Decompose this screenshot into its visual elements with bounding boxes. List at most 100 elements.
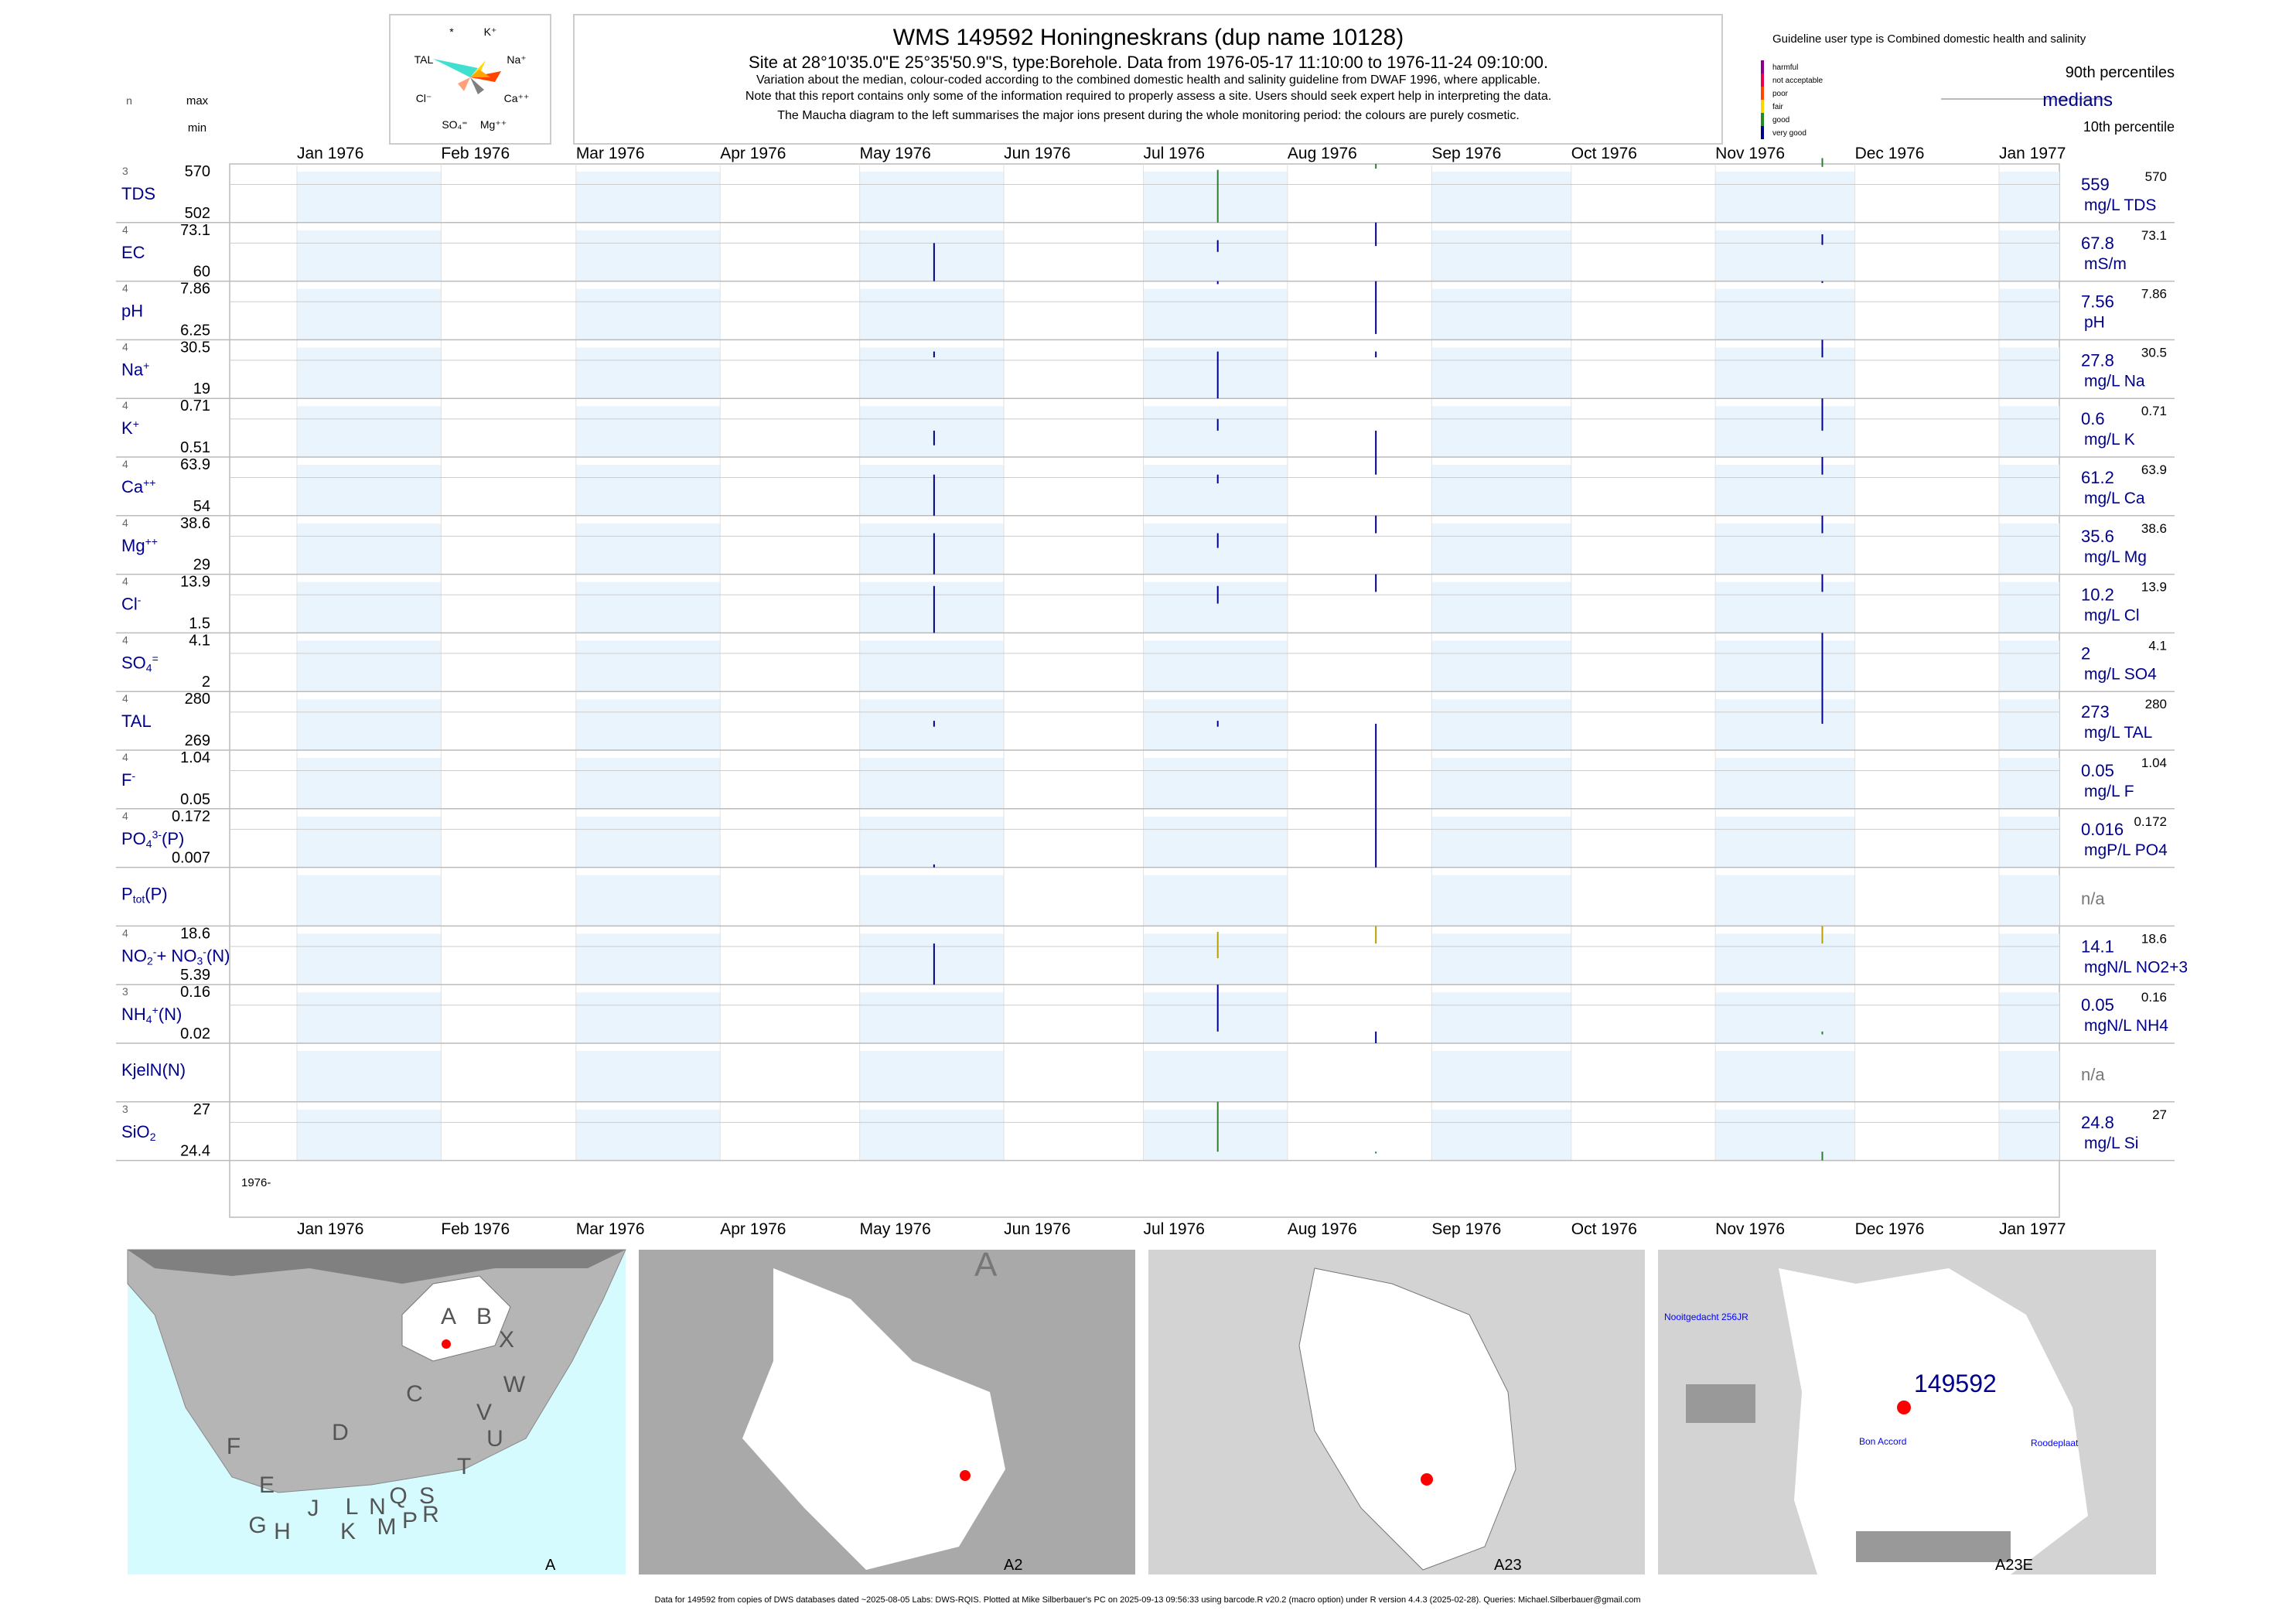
maucha-label: SO₄⁼	[442, 118, 467, 131]
row-min: 0.51	[180, 439, 210, 456]
month-band	[859, 582, 1005, 633]
month-band	[1431, 875, 1571, 926]
label-part: Ca	[121, 477, 144, 496]
month-band	[1999, 1109, 2059, 1161]
row-unit: mg/L TAL	[2084, 724, 2152, 742]
month-band	[1143, 288, 1288, 340]
map-site: 149592	[1914, 1370, 1997, 1397]
label-part: 4	[146, 838, 152, 850]
map-letter: D	[332, 1420, 349, 1445]
row-label: Ca++	[121, 476, 155, 496]
row-unit: mgP/L PO4	[2084, 841, 2168, 859]
row-n: 4	[122, 751, 128, 763]
month-band	[1715, 816, 1855, 868]
row-max: 73.1	[180, 222, 210, 239]
legend-class: harmful	[1772, 63, 1798, 72]
month-band	[1431, 172, 1571, 223]
month-band	[1715, 758, 1855, 809]
row-label: SiO2	[121, 1122, 156, 1143]
month-band	[1143, 640, 1288, 692]
month-band	[1999, 288, 2059, 340]
row-n: 4	[122, 633, 128, 646]
month-band	[1715, 288, 1855, 340]
month-band	[1431, 816, 1571, 868]
header-box	[573, 14, 1723, 145]
row-max: 13.9	[180, 574, 210, 591]
month-band	[1143, 1109, 1288, 1161]
row-min: 19	[193, 380, 210, 397]
row-median: 0.016	[2081, 820, 2124, 839]
maucha-label: TAL	[415, 53, 434, 66]
map-letter: F	[227, 1434, 241, 1459]
month-band	[859, 406, 1005, 457]
month-band	[575, 992, 721, 1043]
map-letter: T	[457, 1454, 471, 1479]
row-unit: mg/L Mg	[2084, 548, 2147, 566]
map-letter: A	[974, 1246, 998, 1284]
row-median: 0.05	[2081, 761, 2114, 780]
row-label: Na+	[121, 360, 149, 380]
month-band	[1431, 582, 1571, 633]
right-max: 1.04	[2141, 756, 2167, 770]
label-part: -	[138, 594, 142, 606]
row-n: 4	[122, 458, 128, 470]
month-label: May 1976	[860, 145, 931, 162]
month-band	[1715, 523, 1855, 575]
month-band	[297, 230, 442, 281]
month-band	[859, 523, 1005, 575]
map-letter: E	[259, 1472, 275, 1498]
row-n: 4	[122, 223, 128, 236]
label-part: =	[152, 653, 159, 665]
month-label: Jul 1976	[1143, 1220, 1204, 1238]
map-letter: K	[340, 1519, 356, 1544]
month-band	[297, 406, 442, 457]
month-label: Apr 1976	[720, 145, 786, 162]
month-band	[1143, 992, 1288, 1043]
month-band	[1431, 406, 1571, 457]
month-label: Aug 1976	[1288, 1220, 1357, 1238]
row-max: 27	[193, 1101, 210, 1118]
month-band	[297, 699, 442, 750]
row-median: 61.2	[2081, 468, 2114, 487]
month-band	[1143, 523, 1288, 575]
note: Note that this report contains only some…	[745, 90, 1551, 103]
row-min: 0.05	[180, 791, 210, 808]
row-unit: mgN/L NO2+3	[2084, 958, 2188, 976]
month-band	[1999, 172, 2059, 223]
row-median: 7.56	[2081, 292, 2114, 312]
row-median: 559	[2081, 175, 2110, 194]
month-band	[1999, 933, 2059, 985]
month-band	[297, 933, 442, 985]
label-part: (P)	[145, 885, 167, 904]
map-caption: A23E	[1995, 1557, 2033, 1574]
right-max: 38.6	[2141, 521, 2167, 536]
month-band	[575, 288, 721, 340]
row-median: 27.8	[2081, 350, 2114, 370]
row-max: 38.6	[180, 515, 210, 532]
month-band	[297, 1109, 442, 1161]
month-band	[1715, 992, 1855, 1043]
month-band	[1715, 406, 1855, 457]
row-label: K+	[121, 418, 139, 438]
month-label: Mar 1976	[576, 1220, 645, 1238]
row-max: 1.04	[180, 749, 210, 766]
month-band	[1431, 523, 1571, 575]
month-band	[575, 582, 721, 633]
month-band	[1715, 172, 1855, 223]
maucha-label: Ca⁺⁺	[504, 92, 530, 104]
month-band	[859, 933, 1005, 985]
map-letter: Q	[389, 1483, 407, 1509]
map-letter: M	[377, 1514, 397, 1540]
row-n: 3	[122, 165, 128, 177]
month-band	[297, 465, 442, 516]
map-place: Nooitgedacht 256JR	[1664, 1312, 1748, 1322]
month-band	[1999, 816, 2059, 868]
month-band	[1431, 699, 1571, 750]
month-band	[575, 347, 721, 399]
row-unit: mg/L TDS	[2084, 196, 2156, 214]
row-unit: mgN/L NH4	[2084, 1017, 2168, 1035]
month-band	[1999, 640, 2059, 692]
label-part: NH	[121, 1005, 146, 1024]
